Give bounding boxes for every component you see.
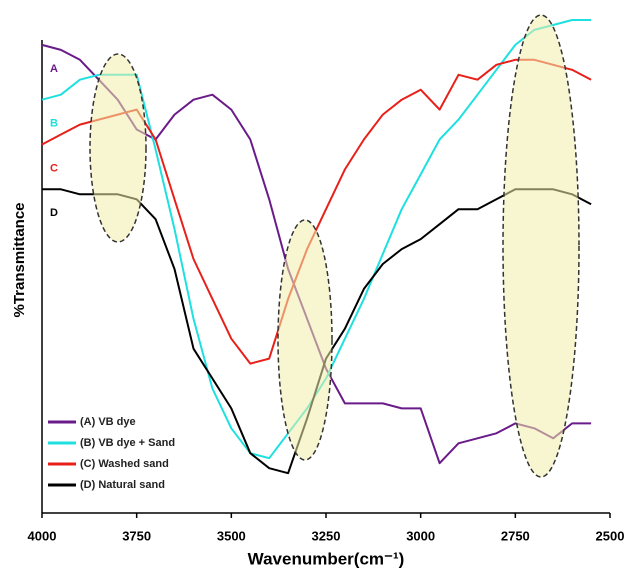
x-tick-label: 2500 <box>596 528 625 543</box>
x-axis-label: Wavenumber(cm⁻¹) <box>248 549 405 568</box>
series-label: C <box>50 162 58 174</box>
series-label: B <box>50 118 58 130</box>
series-label: D <box>50 207 58 219</box>
legend-label: (D) Natural sand <box>80 479 165 491</box>
series-label: A <box>50 63 58 75</box>
legend-label: (A) VB dye <box>80 416 136 428</box>
x-tick-label: 3750 <box>122 528 151 543</box>
x-tick-label: 4000 <box>28 528 57 543</box>
x-tick-label: 3250 <box>312 528 341 543</box>
highlight-ellipse <box>89 53 147 243</box>
x-tick-label: 3500 <box>217 528 246 543</box>
highlight-ellipse <box>502 14 580 478</box>
legend-label: (B) VB dye + Sand <box>80 437 175 449</box>
legend-label: (C) Washed sand <box>80 458 169 470</box>
highlight-ellipse <box>277 219 333 461</box>
x-tick-label: 3000 <box>406 528 435 543</box>
x-tick-label: 2750 <box>501 528 530 543</box>
y-axis-label: %Transmittance <box>11 202 28 317</box>
